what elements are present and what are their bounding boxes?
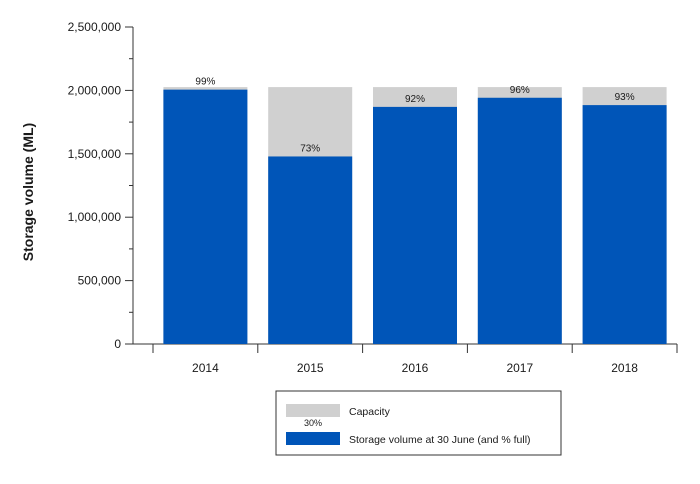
y-tick-label: 1,000,000 (68, 210, 122, 224)
legend-label-storage: Storage volume at 30 June (and % full) (349, 434, 531, 446)
legend-swatch-capacity (286, 404, 340, 417)
data-label-2015: 73% (300, 143, 320, 154)
legend-swatch-storage (286, 432, 340, 445)
bar-storage-2016 (373, 106, 457, 344)
y-tick-label: 2,000,000 (68, 83, 122, 97)
x-tick-label-2015: 2015 (297, 361, 324, 375)
x-tick-label-2014: 2014 (192, 361, 219, 375)
data-label-2014: 99% (195, 77, 215, 88)
bars (163, 87, 667, 345)
bar-storage-2018 (582, 105, 667, 345)
data-labels: 99% 73% 92% 96% 93% (195, 77, 634, 155)
y-tick-label: 2,500,000 (68, 20, 122, 34)
y-tick-label: 1,500,000 (68, 147, 122, 161)
bar-storage-2014 (163, 89, 248, 345)
y-axis: 0 500,000 1,000,000 1,500,000 2,000,000 2,500… (68, 20, 134, 351)
data-label-2018: 93% (615, 92, 635, 103)
x-tick-label-2016: 2016 (402, 361, 429, 375)
legend: 30% Capacity Storage volume at 30 June (… (275, 390, 562, 456)
x-tick-label-2017: 2017 (506, 361, 533, 375)
bar-storage-2017 (477, 97, 562, 345)
legend-swatch-capacity-note: 30% (304, 418, 322, 428)
data-label-2016: 92% (405, 94, 425, 105)
x-axis: 2014 2015 2016 2017 2018 (133, 343, 678, 375)
y-tick-label: 0 (114, 337, 121, 351)
y-tick-label: 500,000 (78, 274, 122, 288)
y-axis-title: Storage volume (ML) (20, 123, 36, 261)
data-label-2017: 96% (510, 85, 530, 96)
legend-label-capacity: Capacity (349, 406, 391, 418)
bar-storage-2015 (268, 156, 353, 344)
x-tick-label-2018: 2018 (611, 361, 638, 375)
